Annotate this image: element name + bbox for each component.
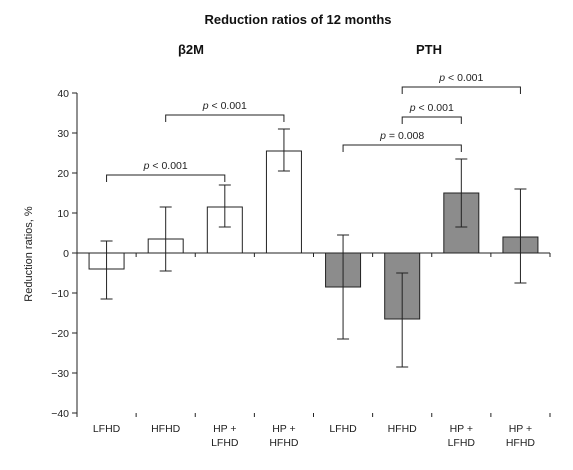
significance-label: p < 0.001 — [438, 72, 483, 84]
significance-bracket — [342, 144, 462, 152]
y-tick-label: 0 — [63, 248, 69, 260]
category-label: HFHD — [506, 437, 536, 449]
panel-title-b2m: β2M — [178, 42, 204, 57]
category-label: HP + — [272, 423, 295, 435]
y-tick-label: 30 — [57, 128, 69, 140]
category-label: HFHD — [269, 437, 299, 449]
plot-area: 40 30 20 10 0 −10 −20 −30 −40 LFHD HFHD HP + LFHD HP … — [51, 72, 551, 449]
significance-label: p < 0.001 — [409, 102, 454, 114]
y-tick-label: 40 — [57, 88, 69, 100]
y-tick-label: −40 — [51, 408, 69, 420]
category-label: HFHD — [151, 423, 181, 435]
significance-bracket — [106, 174, 226, 182]
panel-title-pth: PTH — [416, 42, 442, 57]
significance-bracket — [401, 86, 521, 94]
category-label: HP + — [450, 423, 473, 435]
significance-label: p < 0.001 — [202, 100, 247, 112]
y-axis-label: Reduction ratios, % — [23, 206, 35, 302]
significance-label: p = 0.008 — [379, 130, 424, 142]
y-tick-label: −20 — [51, 328, 69, 340]
y-tick-label: 10 — [57, 208, 69, 220]
category-label: LFHD — [329, 423, 357, 435]
y-tick-label: −10 — [51, 288, 69, 300]
category-label: HFHD — [388, 423, 418, 435]
category-label: LFHD — [211, 437, 239, 449]
chart-title: Reduction ratios of 12 months — [204, 12, 391, 27]
significance-bracket — [165, 114, 285, 122]
category-label: HP + — [213, 423, 236, 435]
y-tick-label: −30 — [51, 368, 69, 380]
significance-label: p < 0.001 — [143, 160, 188, 172]
significance-bracket — [401, 116, 462, 124]
category-label: LFHD — [448, 437, 476, 449]
category-label: LFHD — [93, 423, 121, 435]
category-label: HP + — [509, 423, 532, 435]
y-tick-label: 20 — [57, 168, 69, 180]
